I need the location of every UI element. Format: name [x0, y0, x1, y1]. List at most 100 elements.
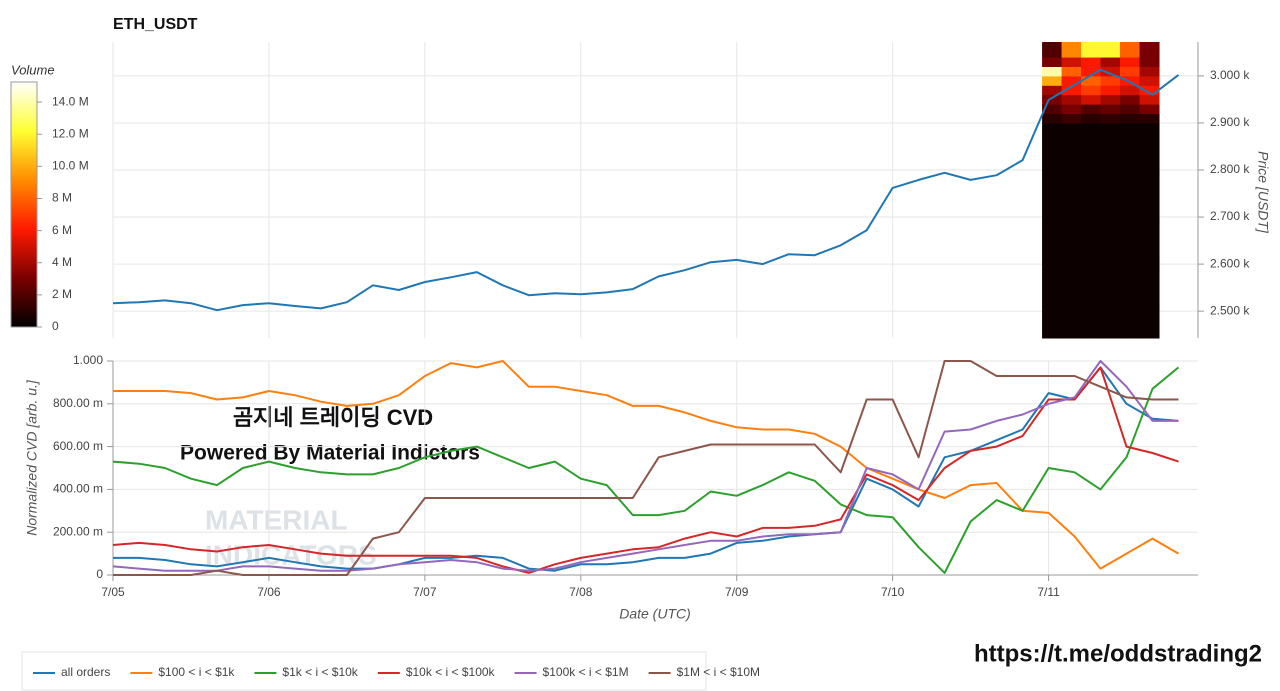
annotation: 곰지네 트레이딩 CVD [233, 405, 433, 430]
chart-title: ETH_USDT [113, 16, 198, 33]
heatmap-cell [1120, 94, 1141, 105]
colorbar-tick-label: 14.0 M [52, 94, 89, 108]
heatmap-cell [1081, 66, 1102, 77]
series-line [112, 360, 1179, 572]
series-line [113, 360, 1179, 576]
heatmap-cell [1100, 85, 1121, 96]
colorbar-tick-label: 8 M [52, 191, 72, 205]
heatmap-cell [1081, 42, 1102, 58]
heatmap-cell [1120, 75, 1141, 86]
y-tick-label: 600.00 m [53, 439, 103, 453]
heatmap-cell [1100, 66, 1121, 77]
heatmap-cell [1120, 57, 1141, 67]
heatmap-cell [1100, 57, 1121, 67]
heatmap-cell [1061, 85, 1082, 96]
link-text: https://t.me/oddstrading2 [974, 640, 1262, 667]
heatmap-cell [1139, 85, 1160, 96]
heatmap-cell [1100, 75, 1121, 86]
colorbar-title: Volume [11, 62, 55, 77]
heatmap-cell [1139, 122, 1160, 339]
heatmap-cell [1081, 113, 1102, 124]
y-tick-label: 200.00 m [53, 524, 103, 538]
y-tick-label: 2.500 k [1210, 303, 1250, 317]
x-tick-label: 7/06 [257, 585, 281, 599]
heatmap-cell [1061, 57, 1082, 67]
heatmap-cell [1042, 75, 1063, 86]
x-tick-label: 7/08 [569, 585, 593, 599]
legend-label: $1k < i < $10k [282, 665, 358, 679]
heatmap-cell [1042, 57, 1063, 67]
colorbar-tick-label: 4 M [52, 255, 72, 269]
heatmap-cell [1120, 42, 1141, 58]
heatmap-cell [1120, 104, 1141, 115]
heatmap-cell [1081, 75, 1102, 86]
series-line [112, 68, 1180, 312]
heatmap-cell [1100, 94, 1121, 105]
y-tick-label: 400.00 m [53, 482, 103, 496]
heatmap-cell [1139, 75, 1160, 86]
heatmap-cell [1139, 66, 1160, 77]
x-tick-label: 7/05 [101, 585, 125, 599]
heatmap-cell [1100, 42, 1121, 58]
annotation: Powered By Material Indictors [180, 442, 480, 465]
x-tick-label: 7/10 [881, 585, 905, 599]
watermark: MATERIAL [205, 504, 348, 535]
heatmap-cell [1081, 85, 1102, 96]
heatmap-cell [1042, 122, 1063, 339]
y-axis-title: Normalized CVD [arb. u.] [24, 379, 40, 536]
series-line [112, 366, 1180, 574]
legend-label: $1M < i < $10M [677, 665, 760, 679]
series-line [113, 366, 1179, 572]
heatmap-cell [1042, 42, 1063, 58]
heatmap-cell [1120, 85, 1141, 96]
series-line [112, 366, 1179, 574]
heatmap-cell [1042, 104, 1063, 115]
x-tick-label: 7/11 [1037, 585, 1060, 599]
heatmap-cell [1042, 113, 1063, 124]
colorbar [10, 81, 38, 328]
y-tick-label: 1.000 [73, 353, 103, 367]
heatmap-cell [1120, 113, 1141, 124]
heatmap-cell [1061, 66, 1082, 77]
heatmap-cell [1061, 75, 1082, 86]
colorbar-tick-label: 2 M [52, 287, 72, 301]
legend-label: $10k < i < $100k [406, 665, 496, 679]
heatmap-cell [1139, 104, 1160, 115]
heatmap-cell [1061, 42, 1082, 58]
series-line [113, 360, 1179, 570]
heatmap-cell [1081, 57, 1102, 67]
heatmap-cell [1042, 85, 1063, 96]
legend-box [21, 651, 707, 691]
heatmap-cell [1061, 104, 1082, 115]
heatmap-cell [1139, 42, 1160, 58]
heatmap-cell [1139, 113, 1160, 124]
colorbar-tick-label: 12.0 M [52, 126, 89, 140]
y-tick-label: 2.600 k [1210, 256, 1250, 270]
heatmap-cell [1139, 94, 1160, 105]
legend-label: all orders [61, 665, 110, 679]
x-tick-label: 7/07 [413, 585, 437, 599]
heatmap-cell [1120, 66, 1141, 77]
heatmap-cell [1061, 113, 1082, 124]
heatmap-cell [1081, 104, 1102, 115]
legend-label: $100 < i < $1k [158, 665, 235, 679]
colorbar-tick-label: 6 M [52, 223, 72, 237]
x-axis-title: Date (UTC) [619, 606, 691, 622]
heatmap-cell [1081, 94, 1102, 105]
heatmap-cell [1061, 122, 1082, 339]
y-tick-label: 3.000 k [1210, 68, 1250, 82]
heatmap-cell [1042, 66, 1063, 77]
heatmap-cell [1042, 94, 1063, 105]
heatmap-cell [1100, 122, 1121, 339]
y-tick-label: 2.800 k [1210, 162, 1250, 176]
colorbar-tick-label: 10.0 M [52, 159, 89, 173]
heatmap-cell [1061, 94, 1082, 105]
y-tick-label: 2.900 k [1210, 115, 1250, 129]
heatmap-cell [1081, 122, 1102, 339]
y-tick-label: 2.700 k [1210, 209, 1250, 223]
colorbar-tick-label: 0 [52, 319, 59, 333]
y-tick-label: 0 [96, 567, 103, 581]
heatmap-cell [1120, 122, 1141, 339]
y-axis-title: Price [USDT] [1255, 151, 1271, 234]
x-tick-label: 7/09 [725, 585, 749, 599]
